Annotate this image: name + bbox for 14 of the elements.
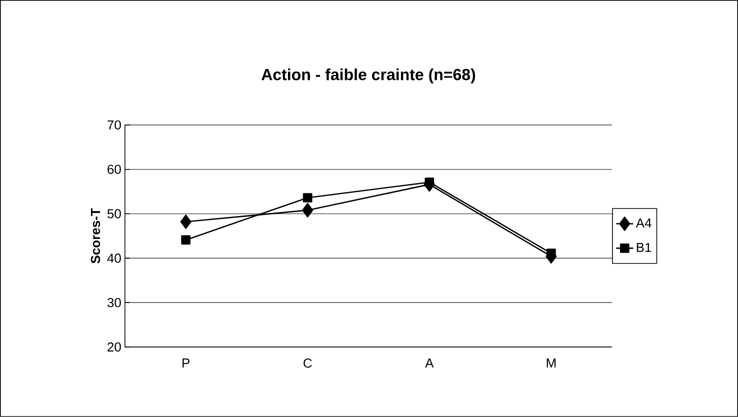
y-tick-label: 50 [107,209,121,218]
legend-label: A4 [636,218,652,228]
y-tick-label: 20 [108,342,121,352]
y-tick-label: 60 [108,164,121,174]
x-tick-label: C [304,358,312,368]
legend-label: B1 [636,243,652,252]
y-axis-title: Scores-T [90,208,100,264]
x-tick-label: M [546,358,556,368]
y-tick-label: 30 [107,298,121,308]
y-tick-label: 70 [108,120,121,130]
y-tick-label: 40 [107,254,121,263]
x-tick-label: P [182,358,190,368]
chart-title: Action - faible crainte (n=68) [262,68,476,84]
x-tick-label: A [425,358,434,368]
